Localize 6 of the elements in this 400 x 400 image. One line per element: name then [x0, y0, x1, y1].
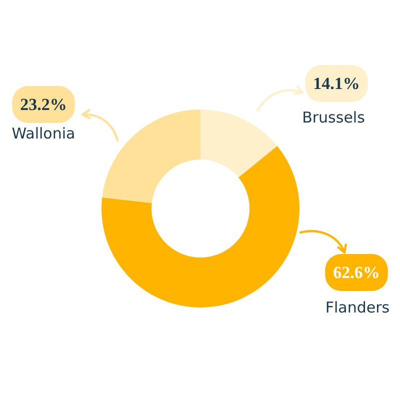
data-label: 23.2% [20, 95, 67, 114]
legend-label: Wallonia [12, 124, 76, 142]
data-label: 62.6% [333, 263, 380, 282]
slice-label: Flanders [325, 298, 390, 316]
slice-label: Brussels [302, 108, 366, 126]
data-label: 14.1% [313, 74, 360, 93]
